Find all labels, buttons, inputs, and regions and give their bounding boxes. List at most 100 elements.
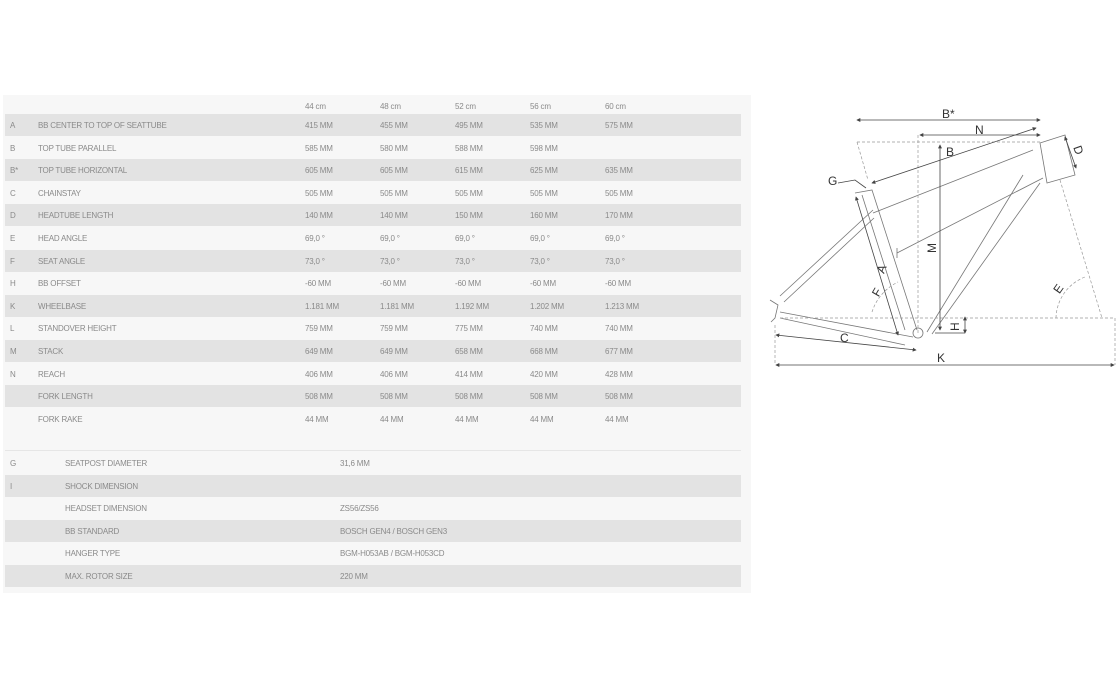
geometry-code: H	[10, 279, 16, 289]
geometry-code: B*	[10, 166, 19, 176]
geometry-value: 69,0 °	[530, 234, 550, 243]
geometry-name: TOP TUBE PARALLEL	[38, 143, 117, 153]
spec-row: I SHOCK DIMENSION	[5, 474, 741, 497]
size-header: 44 cm	[305, 102, 326, 111]
label-f: F	[869, 286, 885, 299]
spec-row: MAX. ROTOR SIZE 220 MM	[5, 565, 741, 587]
spec-row: G SEATPOST DIAMETER 31,6 MM	[5, 452, 741, 474]
size-header: 56 cm	[530, 102, 551, 111]
geometry-value: 73,0 °	[380, 256, 400, 266]
spec-row: HANGER TYPE BGM-H053AB / BGM-H053CD	[5, 542, 741, 564]
label-h: H	[948, 322, 962, 331]
size-header: 60 cm	[605, 102, 626, 111]
geometry-name: HEADTUBE LENGTH	[38, 211, 114, 221]
geometry-value: 44 MM	[380, 414, 404, 424]
geometry-row: B TOP TUBE PARALLEL 585 MM 580 MM 588 MM 598 …	[5, 137, 741, 159]
spec-name: SEATPOST DIAMETER	[65, 459, 148, 468]
geometry-value: 649 MM	[380, 347, 408, 356]
geometry-value: 508 MM	[305, 392, 333, 402]
geometry-value: 69,0 °	[455, 234, 475, 243]
geometry-value: 615 MM	[455, 166, 483, 176]
geometry-value: 658 MM	[455, 347, 483, 356]
geometry-value: 160 MM	[530, 211, 558, 221]
geometry-value: -60 MM	[380, 279, 406, 289]
geometry-value: -60 MM	[305, 279, 331, 289]
geometry-value: 495 MM	[455, 121, 483, 130]
dimension-lines	[775, 118, 1115, 367]
geometry-name: HEAD ANGLE	[38, 234, 88, 243]
spec-name: BB STANDARD	[65, 526, 120, 536]
geometry-value: 508 MM	[380, 392, 408, 402]
geometry-row: E HEAD ANGLE 69,0 ° 69,0 ° 69,0 ° 69,0 ° 69,0 …	[5, 227, 741, 249]
geometry-name: STACK	[38, 347, 64, 356]
geometry-value: 455 MM	[380, 121, 408, 130]
geometry-code: D	[10, 211, 16, 221]
geometry-value: 140 MM	[380, 211, 408, 221]
geometry-code: C	[10, 188, 16, 198]
spec-row: HEADSET DIMENSION ZS56/ZS56	[5, 497, 741, 519]
geometry-row: D HEADTUBE LENGTH 140 MM 140 MM 150 MM 160 MM…	[5, 204, 741, 227]
geometry-value: -60 MM	[605, 279, 631, 289]
geometry-value: 1.192 MM	[455, 301, 489, 311]
geometry-value: 73,0 °	[605, 256, 625, 266]
geometry-value: 625 MM	[530, 166, 558, 176]
geometry-value: 649 MM	[305, 347, 333, 356]
geometry-row: FORK LENGTH 508 MM 508 MM 508 MM 508 MM 508 M…	[5, 385, 741, 408]
geometry-value: 598 MM	[530, 143, 558, 153]
geometry-value: 44 MM	[530, 414, 554, 424]
geometry-row: M STACK 649 MM 649 MM 658 MM 668 MM 677 MM	[5, 340, 741, 362]
geometry-value: 740 MM	[530, 324, 558, 334]
table-divider	[5, 450, 741, 451]
geometry-name: SEAT ANGLE	[38, 256, 86, 266]
geometry-name: REACH	[38, 369, 66, 379]
geometry-row: F SEAT ANGLE 73,0 ° 73,0 ° 73,0 ° 73,0 ° 73,0 …	[5, 249, 741, 272]
spec-value: BOSCH GEN4 / BOSCH GEN3	[340, 526, 447, 536]
spec-value: 220 MM	[340, 572, 368, 581]
geometry-row: A BB CENTER TO TOP OF SEATTUBE 415 MM 455 M…	[5, 114, 741, 136]
geometry-value: 406 MM	[380, 369, 408, 379]
geometry-value: 759 MM	[380, 324, 408, 334]
geometry-name: TOP TUBE HORIZONTAL	[38, 166, 127, 176]
spec-name: MAX. ROTOR SIZE	[65, 572, 133, 581]
label-b: B	[946, 145, 954, 159]
geometry-value: 508 MM	[530, 392, 558, 402]
spec-name: SHOCK DIMENSION	[65, 481, 139, 491]
label-c: C	[840, 331, 849, 345]
geometry-value: 508 MM	[455, 392, 483, 402]
geometry-value: 505 MM	[305, 188, 333, 198]
size-header: 52 cm	[455, 102, 476, 111]
geometry-value: 585 MM	[305, 143, 333, 153]
geometry-value: 635 MM	[605, 166, 633, 176]
geometry-value: 69,0 °	[605, 234, 625, 243]
geometry-name: CHAINSTAY	[38, 188, 81, 198]
geometry-value: 140 MM	[305, 211, 333, 221]
geometry-value: 575 MM	[605, 121, 633, 130]
geometry-value: 505 MM	[380, 188, 408, 198]
geometry-value: 150 MM	[455, 211, 483, 221]
geometry-name: STANDOVER HEIGHT	[38, 324, 117, 334]
geometry-value: 73,0 °	[530, 256, 550, 266]
geometry-value: 775 MM	[455, 324, 483, 334]
geometry-row: FORK RAKE 44 MM 44 MM 44 MM 44 MM 44 MM	[5, 408, 741, 430]
geometry-code: F	[10, 256, 15, 266]
geometry-value: -60 MM	[530, 279, 556, 289]
geometry-code: B	[10, 143, 16, 153]
geometry-name: FORK LENGTH	[38, 392, 93, 402]
geometry-value: 1.213 MM	[605, 301, 639, 311]
label-d: D	[1070, 144, 1086, 157]
geometry-value: 605 MM	[380, 166, 408, 176]
geometry-value: 420 MM	[530, 369, 558, 379]
spec-value: ZS56/ZS56	[340, 504, 379, 514]
label-bstar: B*	[942, 107, 955, 121]
label-k: K	[937, 351, 945, 365]
geometry-value: 44 MM	[305, 414, 329, 424]
label-m: M	[925, 243, 939, 253]
frame-outline	[769, 134, 1076, 346]
geometry-value: -60 MM	[455, 279, 481, 289]
geometry-value: 69,0 °	[305, 234, 325, 243]
geometry-value: 605 MM	[305, 166, 333, 176]
geometry-value: 415 MM	[305, 121, 333, 130]
geometry-value: 1.181 MM	[305, 301, 339, 311]
geometry-value: 44 MM	[455, 414, 479, 424]
